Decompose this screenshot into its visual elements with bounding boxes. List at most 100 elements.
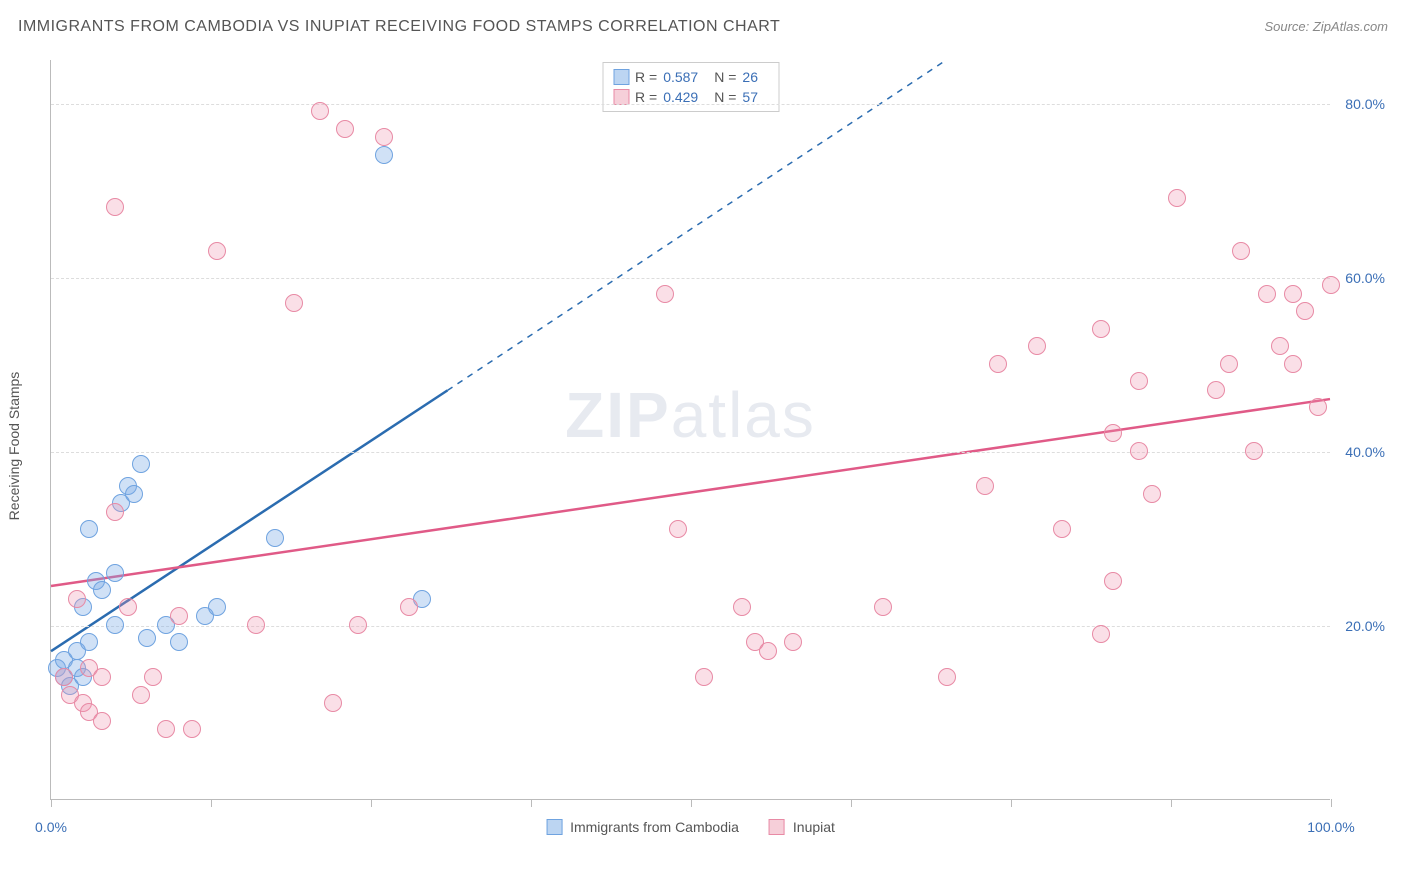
data-point [285,294,303,312]
data-point [784,633,802,651]
data-point [247,616,265,634]
legend-item-1: Inupiat [769,819,835,835]
xtick [1011,799,1012,807]
data-point [1322,276,1340,294]
data-point [68,590,86,608]
data-point [106,616,124,634]
data-point [1207,381,1225,399]
data-point [1092,320,1110,338]
data-point [1143,485,1161,503]
xtick [531,799,532,807]
data-point [93,581,111,599]
data-point [1092,625,1110,643]
data-point [132,455,150,473]
xtick [691,799,692,807]
data-point [733,598,751,616]
data-point [336,120,354,138]
data-point [759,642,777,660]
data-point [125,485,143,503]
r-value-0: 0.587 [663,69,698,85]
data-point [266,529,284,547]
data-point [1130,372,1148,390]
data-point [1232,242,1250,260]
xtick [851,799,852,807]
xtick [1171,799,1172,807]
data-point [106,564,124,582]
data-point [874,598,892,616]
ytick-label: 60.0% [1335,270,1385,286]
series-legend: Immigrants from Cambodia Inupiat [546,819,835,835]
data-point [938,668,956,686]
n-label: N = [714,69,736,85]
data-point [976,477,994,495]
data-point [1284,355,1302,373]
data-point [1104,424,1122,442]
xtick-label: 100.0% [1307,819,1354,835]
data-point [119,598,137,616]
y-axis-label: Receiving Food Stamps [6,372,22,521]
data-point [93,668,111,686]
data-point [311,102,329,120]
n-value-0: 26 [742,69,758,85]
data-point [1309,398,1327,416]
data-point [1168,189,1186,207]
data-point [106,503,124,521]
swatch-series-0 [546,819,562,835]
data-point [989,355,1007,373]
data-point [375,146,393,164]
data-point [183,720,201,738]
ytick-label: 20.0% [1335,618,1385,634]
data-point [157,720,175,738]
data-point [1245,442,1263,460]
data-point [1220,355,1238,373]
stats-row-series-0: R = 0.587 N = 26 [613,67,768,87]
data-point [170,633,188,651]
data-point [80,633,98,651]
data-point [1053,520,1071,538]
swatch-series-1 [769,819,785,835]
trend-lines [51,60,1330,799]
xtick [211,799,212,807]
plot-area: ZIPatlas R = 0.587 N = 26 R = 0.429 N = … [50,60,1330,800]
data-point [55,668,73,686]
ytick-label: 40.0% [1335,444,1385,460]
data-point [132,686,150,704]
data-point [144,668,162,686]
xtick [371,799,372,807]
gridline [51,278,1330,279]
data-point [400,598,418,616]
xtick [1331,799,1332,807]
data-point [1130,442,1148,460]
data-point [208,598,226,616]
legend-item-0: Immigrants from Cambodia [546,819,739,835]
series-name-1: Inupiat [793,819,835,835]
data-point [349,616,367,634]
data-point [1271,337,1289,355]
data-point [106,198,124,216]
data-point [170,607,188,625]
data-point [93,712,111,730]
data-point [80,520,98,538]
data-point [138,629,156,647]
data-point [324,694,342,712]
swatch-series-0 [613,69,629,85]
data-point [656,285,674,303]
data-point [1028,337,1046,355]
data-point [375,128,393,146]
data-point [695,668,713,686]
data-point [1284,285,1302,303]
series-name-0: Immigrants from Cambodia [570,819,739,835]
gridline [51,104,1330,105]
xtick-label: 0.0% [35,819,67,835]
data-point [1258,285,1276,303]
data-point [1296,302,1314,320]
source-attribution: Source: ZipAtlas.com [1264,19,1388,34]
data-point [669,520,687,538]
ytick-label: 80.0% [1335,96,1385,112]
chart-title: IMMIGRANTS FROM CAMBODIA VS INUPIAT RECE… [18,18,780,36]
data-point [208,242,226,260]
r-label: R = [635,69,657,85]
gridline [51,626,1330,627]
data-point [1104,572,1122,590]
xtick [51,799,52,807]
